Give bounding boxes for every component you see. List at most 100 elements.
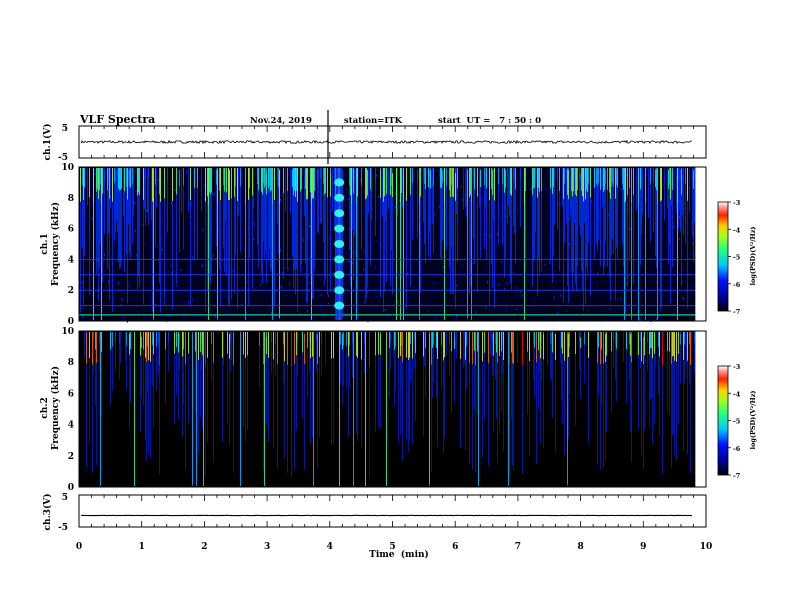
sferic-streak xyxy=(648,168,649,219)
sferic-streak xyxy=(509,332,510,476)
sferic-streak xyxy=(503,332,504,452)
sferic-streak xyxy=(141,332,142,399)
sferic-streak xyxy=(290,168,291,214)
noise-mark xyxy=(143,318,145,321)
sferic-streak xyxy=(266,168,267,283)
sferic-streak xyxy=(237,168,238,310)
sferic-streak xyxy=(694,332,695,374)
noise-mark xyxy=(571,269,572,272)
sferic-core xyxy=(152,168,153,202)
sferic-streak xyxy=(324,168,325,285)
sferic-streak xyxy=(667,168,668,209)
noise-mark xyxy=(649,227,651,229)
sferic-streak xyxy=(534,332,535,397)
sferic-streak xyxy=(626,332,627,403)
sferic-streak xyxy=(159,332,160,475)
sferic-core xyxy=(667,168,668,175)
figure-title: VLF Spectra xyxy=(79,113,155,126)
sferic-streak xyxy=(112,168,113,312)
sferic-core xyxy=(616,168,617,185)
sferic-core xyxy=(369,332,370,366)
noise-mark xyxy=(402,264,404,267)
noise-mark xyxy=(260,281,262,284)
noise-mark xyxy=(205,264,207,267)
sferic-core xyxy=(296,332,297,356)
sferic-streak xyxy=(596,168,597,245)
sferic-core xyxy=(107,168,108,191)
sferic-streak xyxy=(367,168,368,288)
sferic-core xyxy=(555,332,556,360)
sferic-core xyxy=(590,168,591,198)
noise-mark xyxy=(163,302,165,305)
sferic-core xyxy=(325,332,326,341)
sferic-streak xyxy=(499,332,500,434)
noise-mark xyxy=(81,297,83,299)
sferic-streak xyxy=(138,168,139,277)
sferic-streak xyxy=(130,168,131,259)
sferic-streak xyxy=(185,332,186,470)
sferic-core xyxy=(424,168,425,185)
sferic-core xyxy=(527,332,528,352)
noise-mark xyxy=(231,270,233,272)
sferic-streak xyxy=(120,332,121,364)
sferic-full xyxy=(365,332,366,486)
noise-mark xyxy=(516,209,518,212)
sferic-streak xyxy=(164,168,165,301)
ch1-colorbar xyxy=(717,201,729,312)
sferic-streak xyxy=(451,168,452,247)
sferic-streak xyxy=(271,332,272,373)
noise-mark xyxy=(506,282,508,285)
sferic-streak xyxy=(227,332,228,424)
noise-mark xyxy=(363,301,365,304)
sferic-core xyxy=(293,168,294,196)
sferic-core xyxy=(277,332,278,364)
sferic-full xyxy=(339,332,340,486)
sferic-core xyxy=(259,332,260,346)
sferic-streak xyxy=(535,168,536,233)
sferic-core xyxy=(152,332,153,346)
noise-mark xyxy=(180,228,182,231)
sferic-core xyxy=(93,332,94,342)
sferic-streak xyxy=(126,332,127,390)
sferic-streak xyxy=(453,168,454,295)
noise-mark xyxy=(142,224,144,226)
noise-mark xyxy=(468,195,470,197)
sferic-core xyxy=(380,332,381,355)
noise-mark xyxy=(255,230,257,234)
sferic-streak xyxy=(167,168,168,232)
sferic-core xyxy=(611,332,612,352)
pulse-blob xyxy=(334,301,345,310)
noise-mark xyxy=(428,297,430,299)
noise-mark xyxy=(679,238,680,240)
sferic-streak xyxy=(640,332,641,369)
noise-mark xyxy=(665,175,667,178)
sferic-streak xyxy=(656,168,657,269)
sferic-streak xyxy=(152,168,153,312)
y-tick-label: 4 xyxy=(68,421,74,431)
noise-mark xyxy=(455,278,457,281)
noise-mark xyxy=(91,256,93,259)
sferic-streak xyxy=(432,332,433,398)
sferic-streak xyxy=(268,168,269,261)
sferic-core xyxy=(475,332,476,365)
sferic-core xyxy=(144,168,145,175)
sferic-core xyxy=(89,168,90,198)
sferic-streak xyxy=(275,332,276,377)
sferic-streak xyxy=(174,332,175,424)
sferic-streak xyxy=(680,168,681,232)
sferic-streak xyxy=(331,332,332,445)
sferic-core xyxy=(564,168,565,184)
sferic-core xyxy=(449,168,450,190)
sferic-streak xyxy=(543,332,544,449)
sferic-core xyxy=(433,332,434,345)
sferic-streak xyxy=(229,168,230,305)
sferic-core xyxy=(605,168,606,184)
pulse-blob xyxy=(334,224,345,233)
sferic-core xyxy=(464,332,465,341)
sferic-streak xyxy=(240,168,241,253)
noise-mark xyxy=(679,216,681,219)
sferic-streak xyxy=(96,332,97,466)
sferic-streak xyxy=(417,168,418,238)
sferic-core xyxy=(575,168,576,195)
sferic-core xyxy=(603,168,604,193)
